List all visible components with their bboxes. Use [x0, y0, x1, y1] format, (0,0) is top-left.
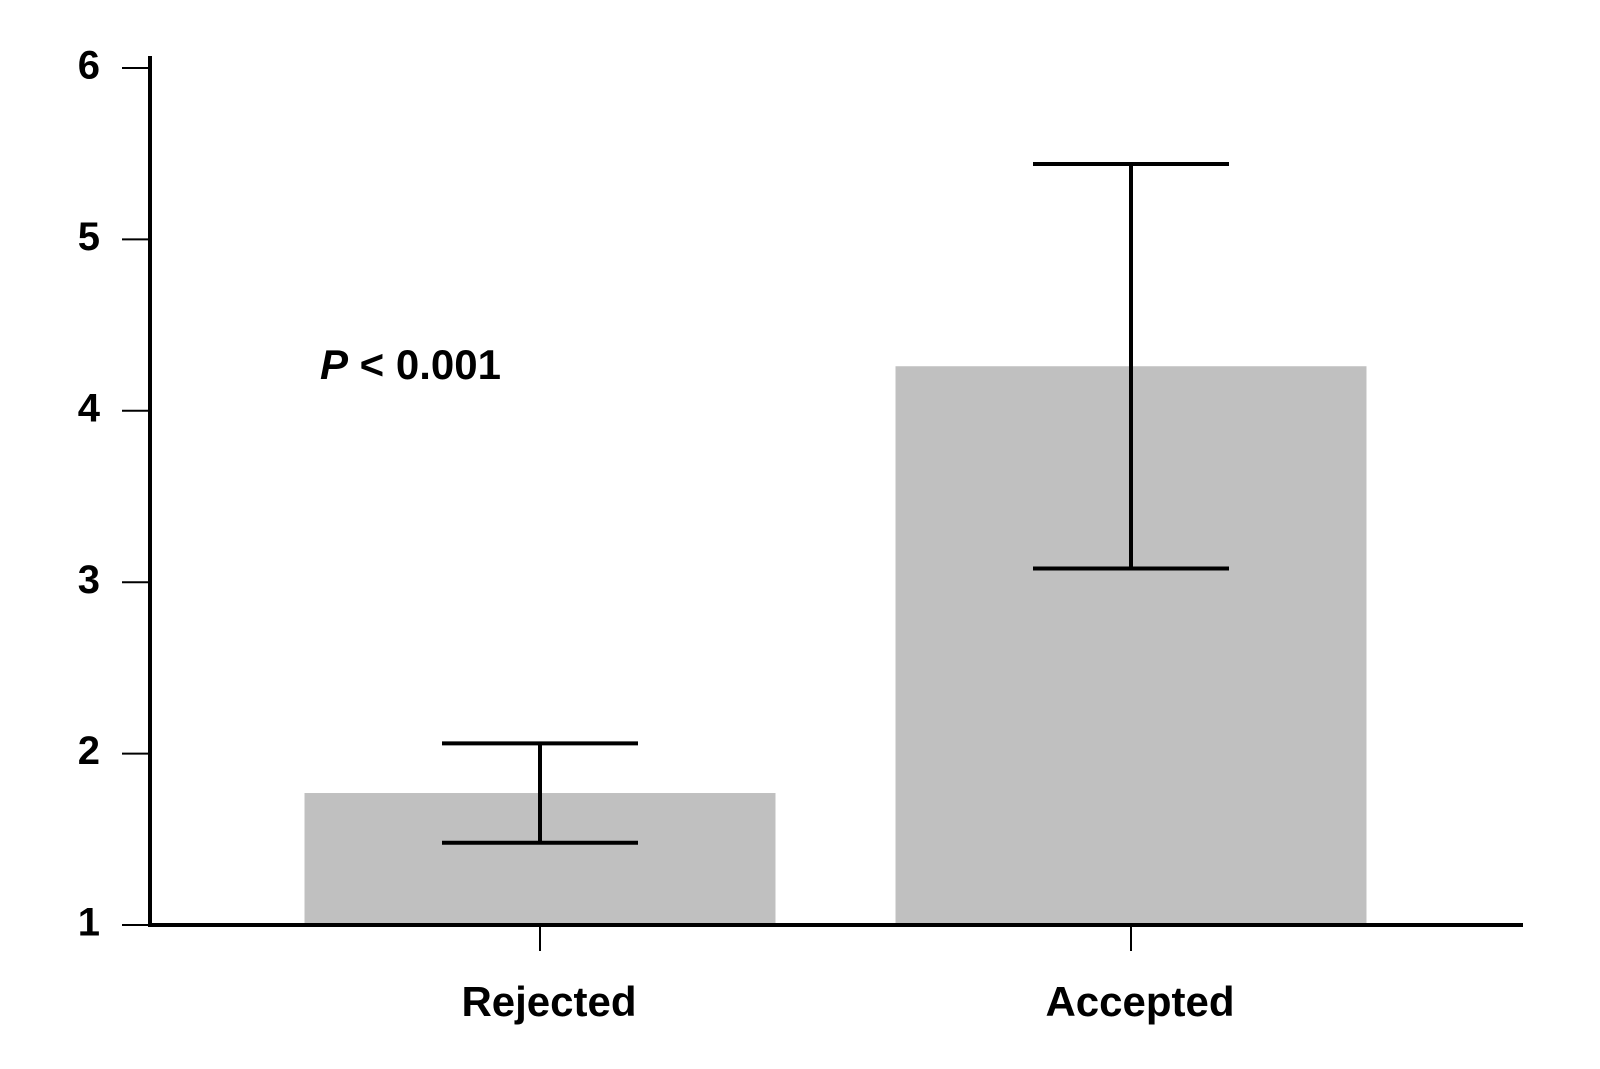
y-tick-label: 2	[78, 729, 100, 773]
x-tick-label: Rejected	[461, 978, 636, 1025]
y-tick-label: 1	[78, 901, 100, 945]
y-tick-label: 3	[78, 558, 100, 602]
y-tick-label: 5	[78, 215, 100, 259]
annotation: P < 0.001	[320, 341, 501, 388]
x-tick-label: Accepted	[1045, 978, 1234, 1025]
y-tick-label: 6	[78, 44, 100, 88]
y-tick-label: 4	[78, 386, 101, 430]
